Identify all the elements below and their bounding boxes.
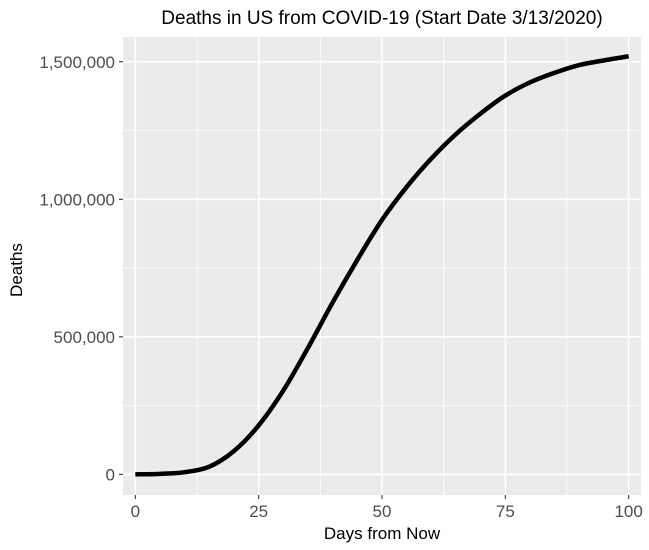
x-axis-title: Days from Now bbox=[324, 524, 441, 543]
y-tick-label: 1,500,000 bbox=[39, 53, 115, 72]
x-tick-label: 100 bbox=[614, 502, 642, 521]
y-axis-title: Deaths bbox=[7, 243, 26, 297]
x-tick-label: 0 bbox=[131, 502, 140, 521]
y-tick-label: 1,000,000 bbox=[39, 190, 115, 209]
chart-title: Deaths in US from COVID-19 (Start Date 3… bbox=[161, 8, 602, 29]
major-grid bbox=[123, 37, 641, 495]
y-tick-label: 500,000 bbox=[54, 328, 115, 347]
x-tick-label: 75 bbox=[496, 502, 515, 521]
series-line bbox=[135, 54, 630, 477]
x-axis-ticks: 0 25 50 75 100 bbox=[131, 495, 643, 521]
x-tick-label: 25 bbox=[249, 502, 268, 521]
y-tick-label: 0 bbox=[106, 465, 115, 484]
x-tick-label: 50 bbox=[373, 502, 392, 521]
y-axis-ticks: 0 500,000 1,000,000 1,500,000 bbox=[39, 53, 123, 484]
